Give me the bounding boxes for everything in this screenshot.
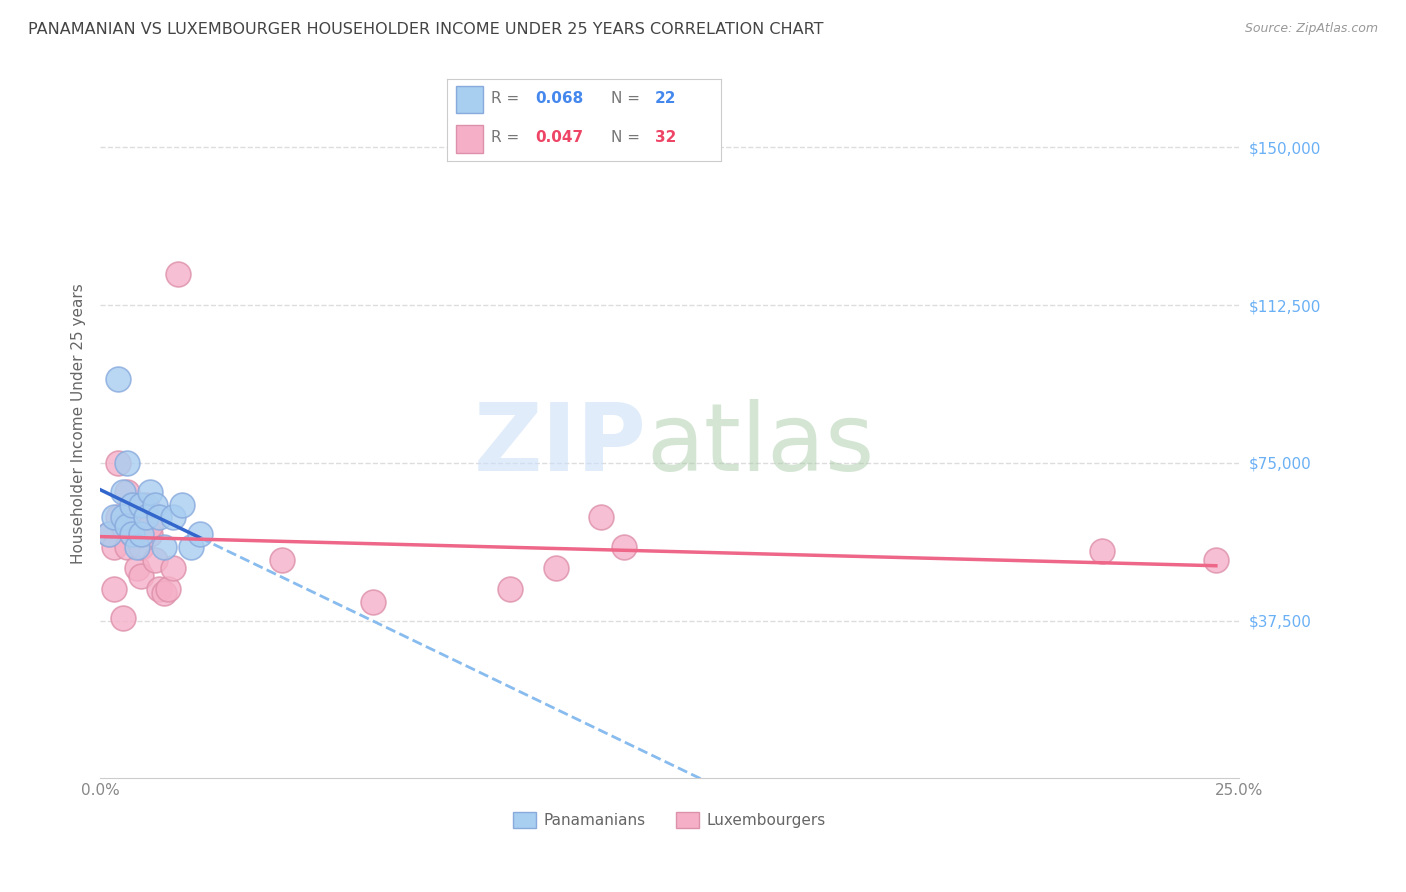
Point <box>544 561 567 575</box>
Point <box>162 510 184 524</box>
Point <box>271 552 294 566</box>
Text: atlas: atlas <box>647 399 875 491</box>
Point <box>129 498 152 512</box>
Point <box>129 569 152 583</box>
Point <box>135 498 157 512</box>
Point <box>499 582 522 596</box>
Point <box>103 582 125 596</box>
Point <box>613 540 636 554</box>
Point <box>148 582 170 596</box>
Point <box>180 540 202 554</box>
Point <box>125 561 148 575</box>
Point <box>139 527 162 541</box>
Point <box>139 485 162 500</box>
Point <box>117 519 139 533</box>
Point <box>103 540 125 554</box>
Point <box>162 561 184 575</box>
Point <box>111 510 134 524</box>
Point <box>121 498 143 512</box>
Point <box>589 510 612 524</box>
Point <box>111 611 134 625</box>
Point <box>153 586 176 600</box>
Point <box>139 519 162 533</box>
Point <box>117 456 139 470</box>
Point <box>111 519 134 533</box>
Point <box>121 498 143 512</box>
Point <box>135 510 157 524</box>
Point <box>103 510 125 524</box>
Point <box>125 510 148 524</box>
Point <box>1091 544 1114 558</box>
Point <box>117 540 139 554</box>
Point <box>143 552 166 566</box>
Point <box>121 527 143 541</box>
Point <box>157 582 180 596</box>
Point <box>363 594 385 608</box>
Point <box>1205 552 1227 566</box>
Point <box>153 540 176 554</box>
Point <box>129 540 152 554</box>
Text: PANAMANIAN VS LUXEMBOURGER HOUSEHOLDER INCOME UNDER 25 YEARS CORRELATION CHART: PANAMANIAN VS LUXEMBOURGER HOUSEHOLDER I… <box>28 22 824 37</box>
Point <box>111 485 134 500</box>
Point <box>125 540 148 554</box>
Text: Source: ZipAtlas.com: Source: ZipAtlas.com <box>1244 22 1378 36</box>
Point <box>107 372 129 386</box>
Point <box>121 527 143 541</box>
Point <box>129 527 152 541</box>
Point <box>107 510 129 524</box>
Point <box>98 527 121 541</box>
Point <box>188 527 211 541</box>
Legend: Panamanians, Luxembourgers: Panamanians, Luxembourgers <box>506 806 832 834</box>
Y-axis label: Householder Income Under 25 years: Householder Income Under 25 years <box>72 283 86 564</box>
Point <box>143 498 166 512</box>
Point <box>166 267 188 281</box>
Point <box>172 498 194 512</box>
Point <box>107 456 129 470</box>
Point <box>148 510 170 524</box>
Text: ZIP: ZIP <box>474 399 647 491</box>
Point <box>98 527 121 541</box>
Point <box>117 485 139 500</box>
